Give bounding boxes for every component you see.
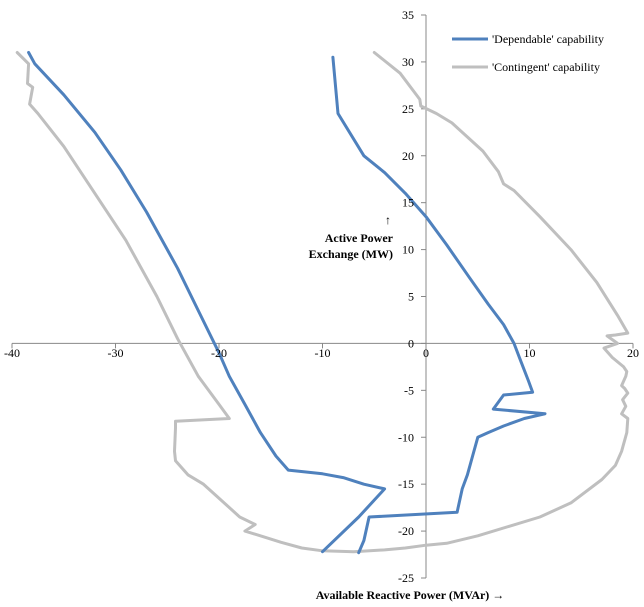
dependable-series-line-1	[27, 51, 387, 554]
x-tick-label: 20	[627, 346, 639, 360]
y-tick-label: 30	[402, 55, 414, 69]
x-axis-label: Available Reactive Power (MVAr) →	[316, 588, 505, 602]
x-tick-label: 0	[423, 346, 429, 360]
y-tick-label: 5	[408, 290, 414, 304]
y-tick-label: -5	[404, 383, 414, 397]
x-tick-label: 10	[524, 346, 536, 360]
y-tick-label: -25	[398, 571, 414, 585]
y-tick-label: 10	[402, 243, 414, 257]
y-tick-label: -15	[398, 477, 414, 491]
y-axis-arrow: ↑	[385, 213, 391, 227]
y-tick-label: 35	[402, 8, 414, 22]
x-tick-label: -10	[315, 346, 331, 360]
contingent-series-line-1	[15, 51, 630, 554]
x-tick-label: -20	[211, 346, 227, 360]
plot-area	[15, 51, 630, 555]
dependable-series-line-2	[331, 55, 547, 555]
y-axis-label-line2: Exchange (MW)	[309, 247, 393, 261]
axes	[11, 14, 634, 579]
tick-labels: -40 -30 -20 -10 0 10 20 -25 -20 -15 -10 -5 0 5 10 15 20 2…	[4, 8, 639, 585]
y-tick-label: 15	[402, 196, 414, 210]
y-tick-label: 0	[408, 336, 414, 350]
x-tick-label: -40	[4, 346, 20, 360]
legend: 'Dependable' capability 'Contingent' cap…	[452, 32, 604, 74]
y-tick-label: -20	[398, 524, 414, 538]
y-tick-label: 25	[402, 102, 414, 116]
y-tick-label: 20	[402, 149, 414, 163]
legend-label-contingent: 'Contingent' capability	[492, 60, 600, 74]
y-axis-label-line1: Active Power	[325, 231, 394, 245]
y-tick-label: -10	[398, 430, 414, 444]
legend-label-dependable: 'Dependable' capability	[492, 32, 604, 46]
x-tick-label: -30	[108, 346, 124, 360]
